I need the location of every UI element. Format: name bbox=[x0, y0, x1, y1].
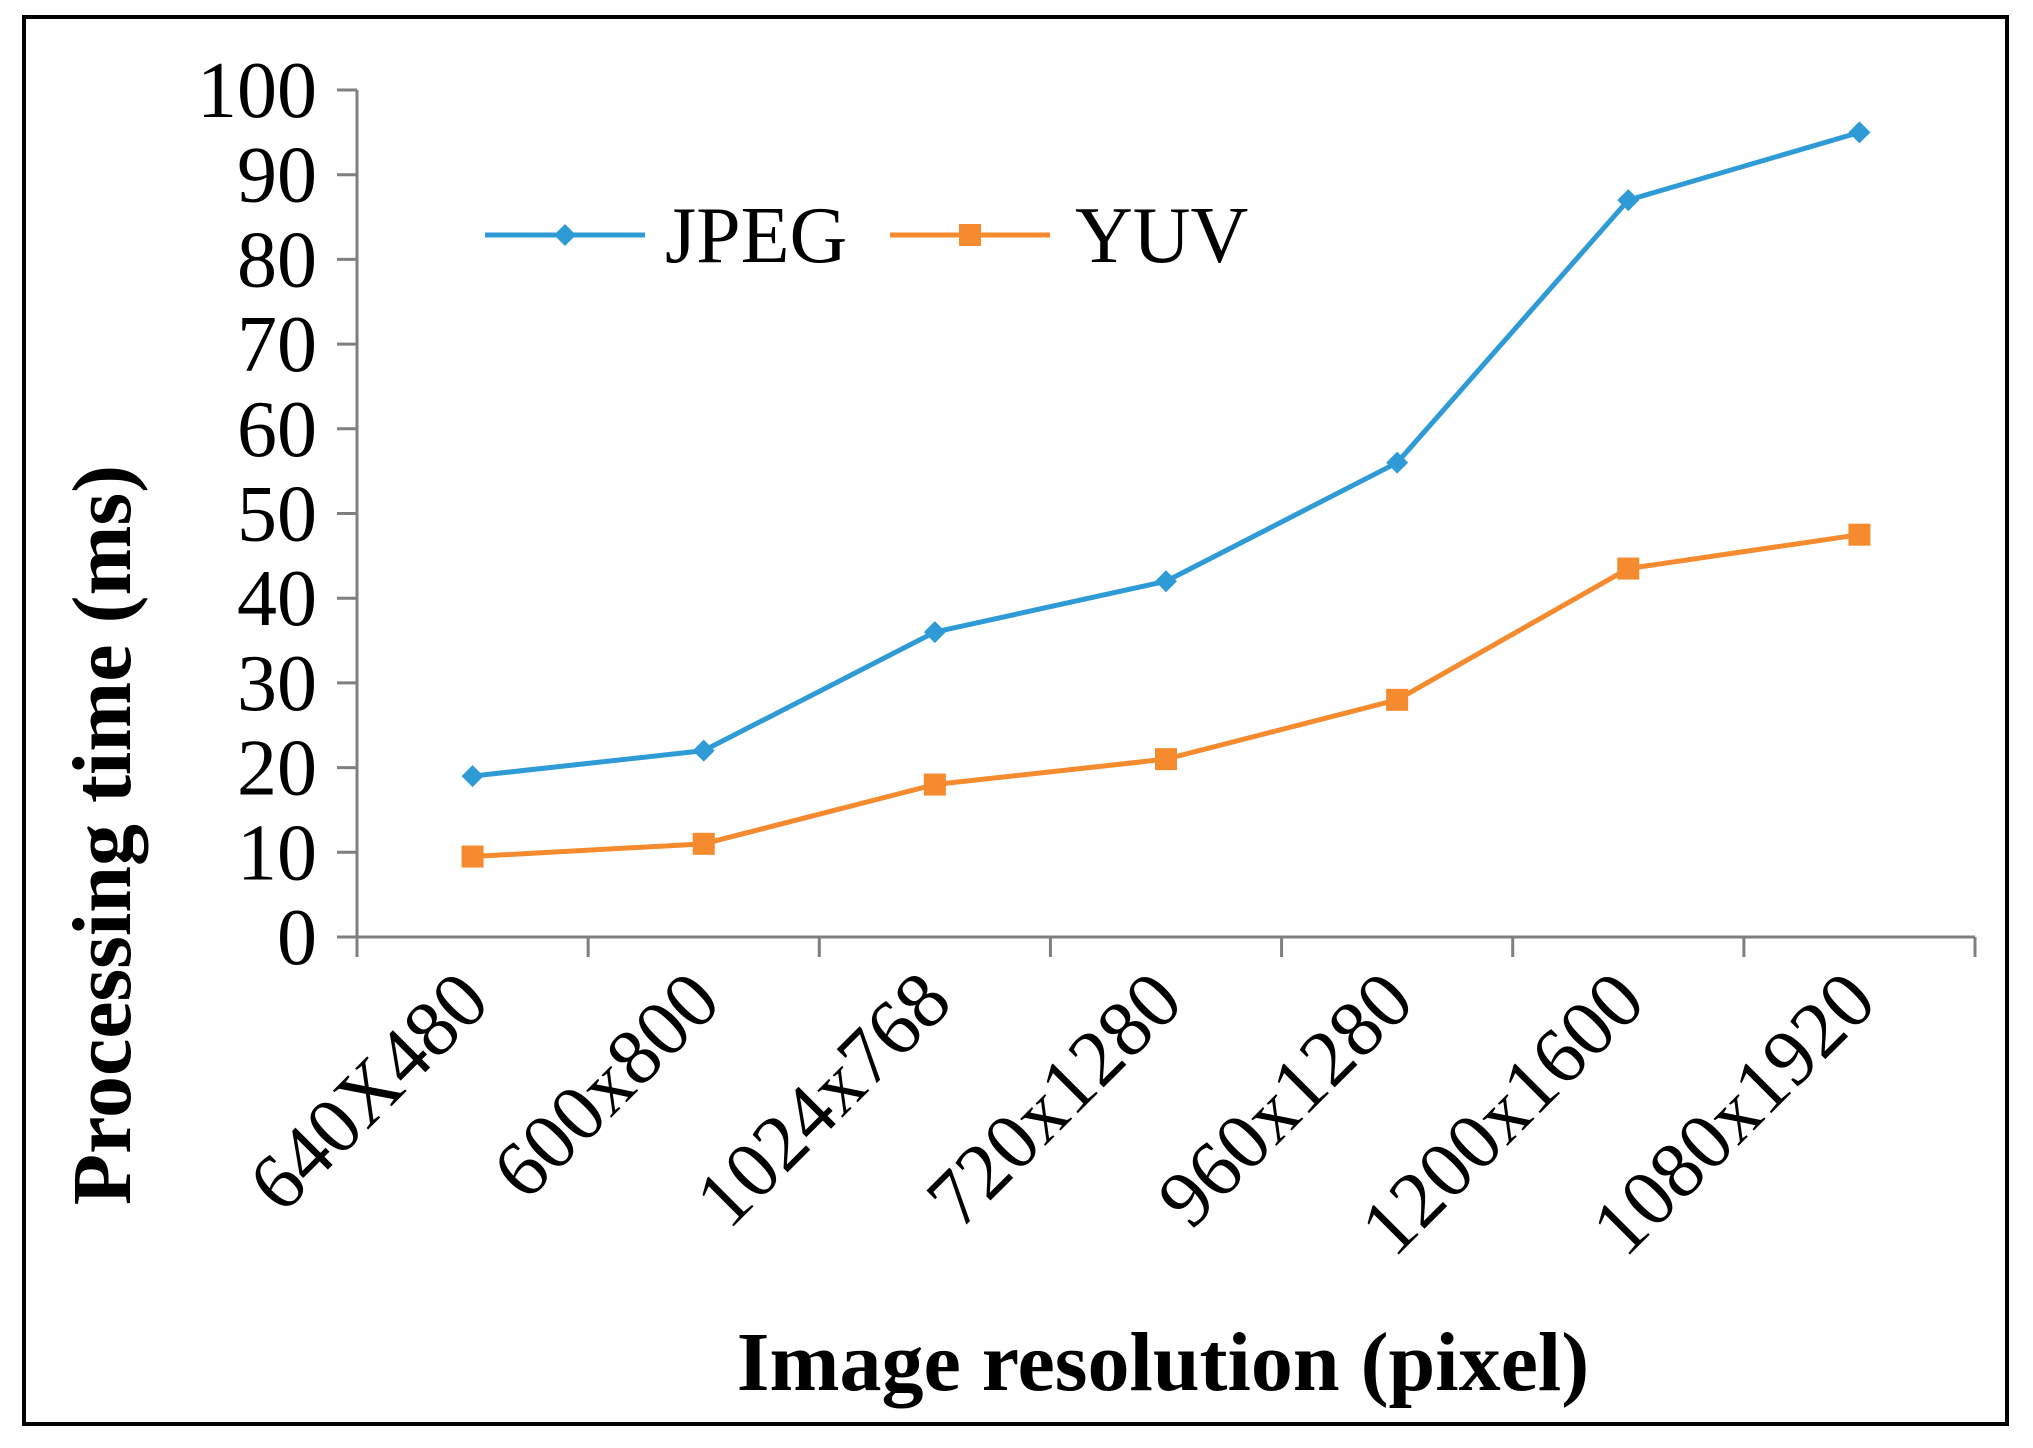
data-point-yuv bbox=[923, 773, 946, 796]
data-point-jpeg bbox=[1617, 189, 1640, 212]
y-tick-label: 90 bbox=[237, 132, 317, 220]
data-point-jpeg bbox=[692, 739, 715, 762]
data-point-jpeg bbox=[1848, 121, 1871, 144]
chart-border bbox=[22, 15, 2009, 1426]
data-point-yuv bbox=[1617, 557, 1640, 580]
legend-marker-jpeg bbox=[554, 224, 576, 246]
y-tick-label: 30 bbox=[237, 640, 317, 728]
data-point-jpeg bbox=[923, 621, 946, 644]
series-layer bbox=[461, 121, 1871, 868]
y-tick-label: 60 bbox=[237, 386, 317, 474]
data-point-jpeg bbox=[1155, 570, 1177, 593]
y-tick-label: 20 bbox=[237, 725, 317, 813]
data-point-yuv bbox=[1848, 523, 1871, 546]
data-point-jpeg bbox=[461, 765, 484, 788]
legend: JPEG YUV bbox=[485, 192, 1248, 280]
legend-label-yuv: YUV bbox=[1075, 192, 1248, 280]
data-point-yuv bbox=[1155, 748, 1177, 771]
y-tick-label: 10 bbox=[237, 809, 317, 897]
y-tick-label: 0 bbox=[277, 894, 317, 982]
legend-label-jpeg: JPEG bbox=[665, 192, 847, 280]
y-tick-label: 70 bbox=[237, 301, 317, 389]
y-axis-title: Processing time (ms) bbox=[56, 465, 149, 1205]
data-point-yuv bbox=[1386, 688, 1409, 711]
y-tick-label: 80 bbox=[237, 216, 317, 304]
data-point-yuv bbox=[692, 832, 715, 855]
y-tick-label: 100 bbox=[197, 47, 317, 135]
data-point-jpeg bbox=[1386, 451, 1409, 474]
x-axis-title: Image resolution (pixel) bbox=[737, 1316, 1589, 1409]
y-tick-label: 40 bbox=[237, 555, 317, 643]
y-tick-label: 50 bbox=[237, 471, 317, 559]
legend-marker-yuv bbox=[959, 224, 981, 246]
data-point-yuv bbox=[461, 845, 484, 868]
